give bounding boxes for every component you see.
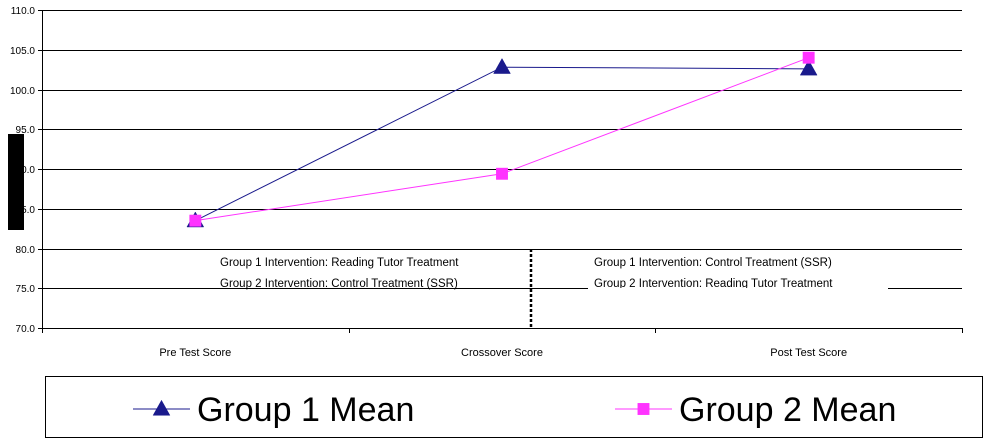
annotation-right-line-2: Group 2 Intervention: Reading Tutor Trea… <box>594 278 833 290</box>
x-tick-label-0: Pre Test Score <box>159 347 231 359</box>
annotation-left-line-1: Group 1 Intervention: Reading Tutor Trea… <box>220 257 459 269</box>
series-1 <box>186 58 818 228</box>
series-2-point-0 <box>189 214 202 227</box>
y-tick-label-3: 85.0 <box>16 205 36 216</box>
x-tick-label-1: Crossover Score <box>461 347 543 359</box>
legend-label-2: Group 2 Mean <box>679 391 896 429</box>
y-tick-label-8: 110.0 <box>11 6 36 17</box>
y-axis-ticks: 70.0 75.0 80.0 85.0 90.0 95.0 100.0 105.0 110.0 <box>10 6 42 335</box>
series-2-point-2 <box>802 51 815 64</box>
y-tick-label-5: 95.0 <box>16 125 36 136</box>
y-tick-label-6: 100.0 <box>10 86 35 97</box>
legend-marker-2 <box>637 403 650 415</box>
legend-label-1: Group 1 Mean <box>197 391 414 429</box>
x-axis-ticks: Pre Test Score Crossover Score Post Test S… <box>42 328 963 359</box>
annotation-right: Group 1 Intervention: Control Treatment … <box>594 257 833 290</box>
y-tick-label-1: 75.0 <box>16 284 36 295</box>
series-2 <box>189 51 815 227</box>
y-tick-label-2: 80.0 <box>16 245 36 256</box>
series-1-point-1 <box>493 58 511 74</box>
black-side-bar <box>8 134 24 230</box>
legend: Group 1 Mean Group 2 Mean <box>133 391 896 429</box>
annotation-left: Group 1 Intervention: Reading Tutor Trea… <box>220 257 459 290</box>
series-2-point-1 <box>496 167 508 180</box>
annotation-right-line-1: Group 1 Intervention: Control Treatment … <box>594 257 832 269</box>
series-2-line <box>195 57 809 222</box>
y-tick-label-7: 105.0 <box>10 46 35 57</box>
annotation-right-clip-mask <box>588 288 888 302</box>
legend-box <box>45 376 983 438</box>
legend-marker-1 <box>152 399 171 416</box>
x-tick-label-2: Post Test Score <box>770 347 847 359</box>
series-1-point-2 <box>799 59 818 76</box>
annotation-left-line-2: Group 2 Intervention: Control Treatment … <box>220 278 458 290</box>
series-layer <box>186 51 818 228</box>
y-tick-label-4: 90.0 <box>16 165 36 176</box>
y-tick-label-0: 70.0 <box>16 324 36 335</box>
